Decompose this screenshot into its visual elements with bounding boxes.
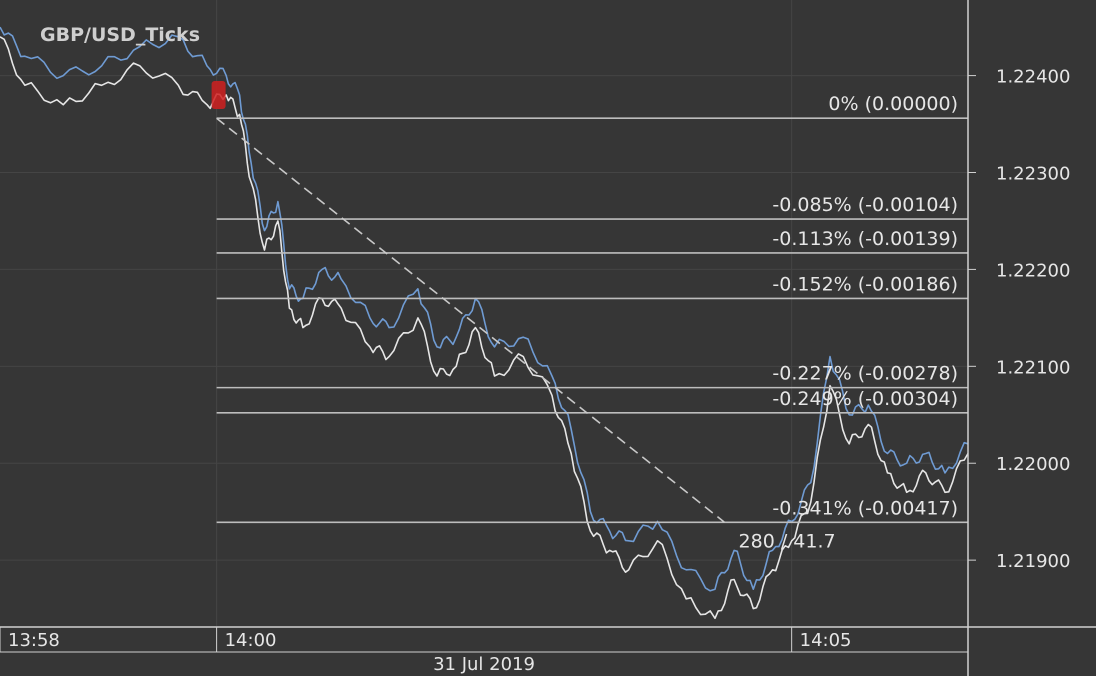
fib-level-label-6: -0.341% (-0.00417) (772, 497, 958, 519)
fib-readout: 280 / 41.7 (739, 530, 836, 552)
y-tick-label-0: 1.22400 (996, 67, 1070, 88)
series-layer (0, 26, 969, 620)
marker-box (211, 80, 226, 109)
y-tick-label-2: 1.22200 (996, 260, 1070, 281)
x-tick-label-2: 14:05 (800, 630, 852, 651)
date-label: 31 Jul 2019 (433, 654, 535, 675)
y-axis-panel (968, 0, 1096, 676)
y-tick-label-1: 1.22300 (996, 163, 1070, 184)
fib-level-label-3: -0.152% (-0.00186) (772, 273, 958, 295)
chart-title: GBP/USD_Ticks (40, 24, 200, 46)
y-tick-label-5: 1.21900 (996, 551, 1070, 572)
fibonacci-retracement[interactable]: 0% (0.00000) -0.085% (-0.00104) -0.113% (-… (216, 93, 968, 552)
series-line-0 (0, 26, 969, 592)
fib-level-label-1: -0.085% (-0.00104) (772, 194, 958, 216)
y-axis: 1.22400 1.22300 1.22200 1.22100 1.22000 1.219… (967, 0, 1070, 676)
y-tick-label-3: 1.22100 (996, 357, 1070, 378)
fib-level-label-2: -0.113% (-0.00139) (772, 228, 958, 250)
x-axis: 13:58 14:00 14:05 (0, 626, 1096, 653)
fib-level-label-0: 0% (0.00000) (828, 93, 958, 115)
series-line-1 (0, 36, 969, 620)
fib-trend-line[interactable] (216, 117, 726, 523)
y-tick-label-4: 1.22000 (996, 454, 1070, 475)
x-tick-label-1: 14:00 (225, 630, 277, 651)
fib-level-label-5: -0.249% (-0.00304) (772, 388, 958, 410)
fib-level-label-4: -0.227% (-0.00278) (772, 363, 958, 385)
x-tick-label-0: 13:58 (8, 630, 60, 651)
entry-marker (211, 80, 226, 109)
